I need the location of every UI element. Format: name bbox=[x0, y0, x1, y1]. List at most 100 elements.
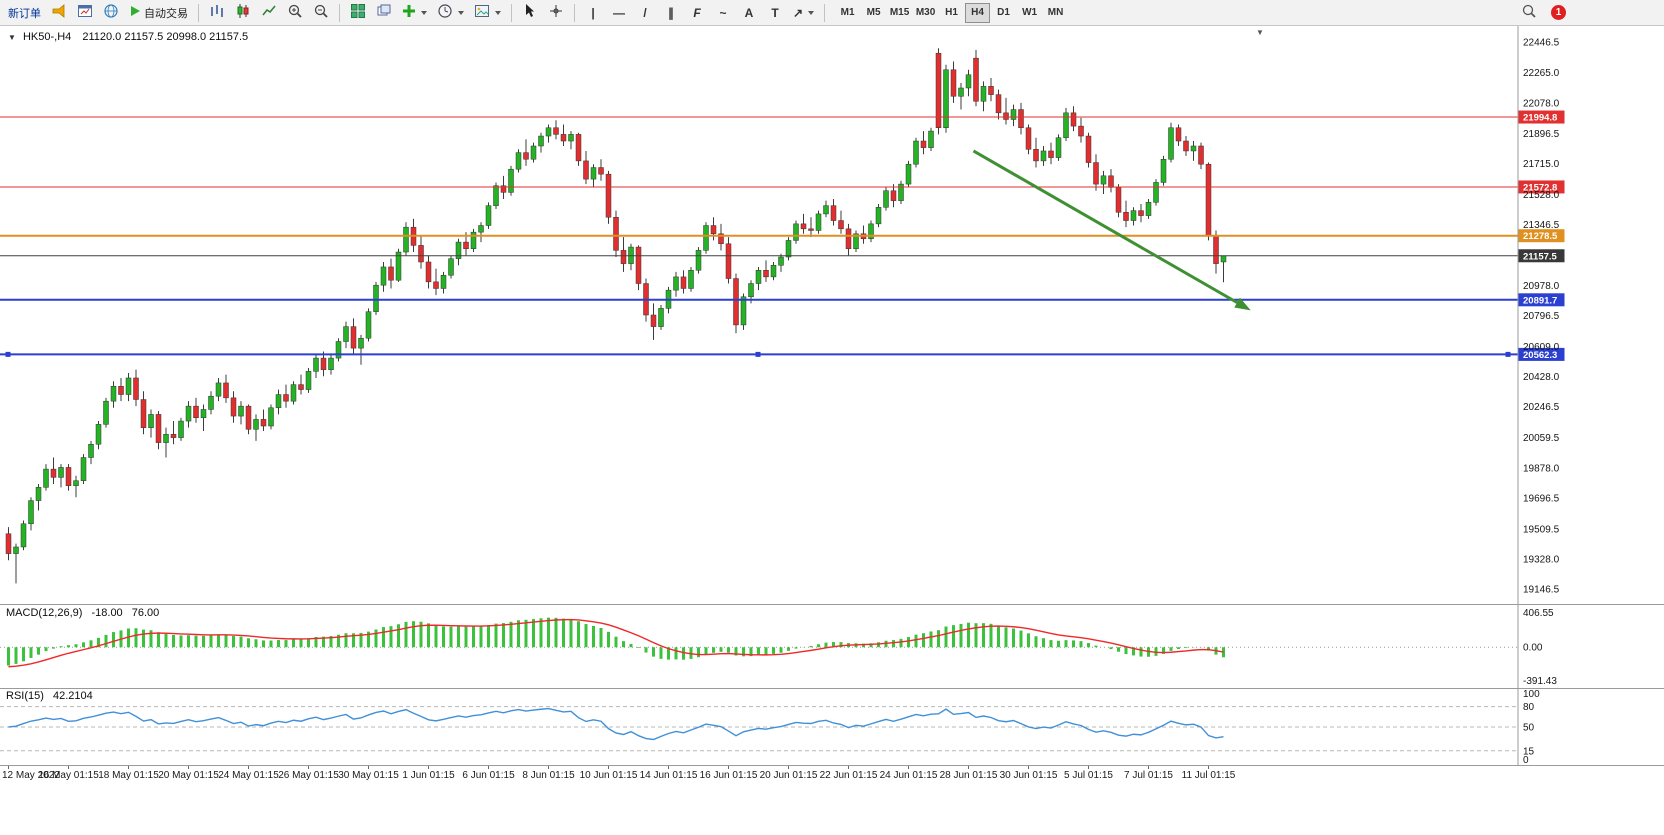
candle-body bbox=[838, 220, 844, 230]
candle-body bbox=[1033, 149, 1039, 162]
candle-body bbox=[140, 399, 147, 428]
x-axis-label: 6 Jun 01:15 bbox=[462, 770, 515, 781]
timeframe-h4[interactable]: H4 bbox=[965, 2, 991, 23]
bar-chart-button[interactable] bbox=[205, 2, 229, 24]
bar-chart-icon bbox=[209, 3, 225, 22]
timeframe-d1[interactable]: D1 bbox=[991, 3, 1016, 23]
cursor-button[interactable] bbox=[518, 2, 542, 24]
globe-icon bbox=[103, 3, 119, 22]
arrows-icon: ↗ bbox=[793, 5, 804, 20]
crosshair-button[interactable] bbox=[544, 2, 568, 24]
hline-handle[interactable] bbox=[5, 351, 11, 357]
candle-body bbox=[110, 386, 117, 402]
candle-body bbox=[1168, 127, 1174, 160]
text-label-button[interactable]: T bbox=[763, 2, 787, 24]
community-button[interactable] bbox=[99, 2, 123, 24]
data-window-button[interactable] bbox=[372, 2, 396, 24]
trend-arrow[interactable] bbox=[972, 149, 1248, 310]
candle-body bbox=[508, 168, 514, 193]
candle-body bbox=[88, 443, 94, 458]
zoom-out-button[interactable] bbox=[309, 2, 333, 24]
megaphone-button[interactable] bbox=[47, 2, 71, 24]
zoom-in-button[interactable] bbox=[283, 2, 307, 24]
vertical-line-button[interactable]: | bbox=[581, 2, 605, 24]
timeframe-mn[interactable]: MN bbox=[1043, 3, 1068, 23]
arrows-button[interactable]: ↗ bbox=[789, 2, 818, 24]
price-tag bbox=[1518, 249, 1565, 263]
search-button[interactable] bbox=[1517, 2, 1541, 24]
candle-body bbox=[485, 205, 492, 226]
candle-body bbox=[125, 377, 132, 395]
candle-body bbox=[223, 382, 229, 399]
candle-body bbox=[673, 276, 679, 291]
timeframe-m5[interactable]: M5 bbox=[861, 3, 886, 23]
text-icon: A bbox=[744, 5, 754, 20]
new-order-button[interactable]: 新订单 bbox=[4, 2, 45, 24]
candle-body bbox=[1190, 145, 1197, 152]
candle-body bbox=[523, 152, 529, 160]
line-chart-button[interactable] bbox=[257, 2, 281, 24]
elliott-wave-button[interactable]: ~ bbox=[711, 2, 735, 24]
hline-handle[interactable] bbox=[1505, 351, 1511, 357]
macd-name: MACD(12,26,9) bbox=[6, 607, 83, 619]
candle-body bbox=[275, 394, 282, 409]
chart-window-button[interactable] bbox=[73, 2, 97, 24]
rsi-name: RSI(15) bbox=[6, 690, 44, 702]
candle-body bbox=[695, 250, 702, 271]
candle-body bbox=[1070, 112, 1077, 127]
tile-windows-button[interactable] bbox=[346, 2, 370, 24]
equidistant-channel-icon: ∥ bbox=[668, 5, 674, 20]
candle-body bbox=[43, 468, 49, 488]
template-button[interactable] bbox=[470, 2, 505, 24]
timeframe-m1[interactable]: M1 bbox=[835, 3, 860, 23]
oneclick-toggle-icon[interactable]: ▼ bbox=[8, 33, 16, 42]
hline-handle[interactable] bbox=[755, 351, 761, 357]
x-axis-label: 20 May 01:15 bbox=[158, 770, 219, 781]
y-axis-tick: 21346.5 bbox=[1523, 220, 1560, 231]
rsi-label: RSI(15) 42.2104 bbox=[6, 690, 93, 702]
candle-body bbox=[380, 266, 387, 286]
new-order-label: 新订单 bbox=[8, 7, 41, 20]
ohlc-values: 21120.0 21157.5 20998.0 21157.5 bbox=[82, 31, 249, 43]
candlestick-chart-button[interactable] bbox=[231, 2, 255, 24]
chart-shift-icon[interactable]: ▼ bbox=[1256, 28, 1264, 37]
horizontal-line-button[interactable]: — bbox=[607, 2, 631, 24]
x-axis-label: 18 May 01:15 bbox=[98, 770, 159, 781]
price-tag-label: 21994.8 bbox=[1523, 113, 1557, 124]
price-tag-label: 21572.8 bbox=[1523, 182, 1557, 193]
candle-body bbox=[1018, 109, 1024, 129]
draw-tools-group: | — / ∥ F ~ A T ↗ bbox=[581, 2, 818, 24]
x-axis-label: 16 May 01:15 bbox=[38, 770, 99, 781]
candle-body bbox=[193, 405, 199, 418]
elliott-wave-icon: ~ bbox=[719, 5, 727, 20]
fibonacci-button[interactable]: F bbox=[685, 2, 709, 24]
y-axis-tick: 19878.0 bbox=[1523, 463, 1560, 474]
candles bbox=[5, 48, 1227, 584]
rsi-axis-tick: 100 bbox=[1523, 689, 1540, 700]
auto-trading-button[interactable]: 自动交易 bbox=[125, 2, 192, 24]
timeframe-m15[interactable]: M15 bbox=[887, 3, 912, 23]
candle-body bbox=[650, 314, 657, 327]
candle-body bbox=[778, 256, 784, 266]
candle-body bbox=[283, 394, 289, 402]
candle-body bbox=[343, 326, 349, 342]
notification-badge[interactable]: 1 bbox=[1551, 5, 1566, 20]
timeframe-h1[interactable]: H1 bbox=[939, 3, 964, 23]
candle-body bbox=[313, 357, 319, 372]
trendline-button[interactable]: / bbox=[633, 2, 657, 24]
clock-icon bbox=[437, 3, 453, 22]
candle-body bbox=[163, 434, 169, 443]
search-icon bbox=[1521, 3, 1537, 22]
candle-body bbox=[590, 167, 597, 180]
timeframe-w1[interactable]: W1 bbox=[1017, 3, 1042, 23]
equidistant-channel-button[interactable]: ∥ bbox=[659, 2, 683, 24]
add-indicator-button[interactable] bbox=[398, 2, 431, 24]
text-button[interactable]: A bbox=[737, 2, 761, 24]
timeframe-m30[interactable]: M30 bbox=[913, 3, 938, 23]
x-axis-label: 8 Jun 01:15 bbox=[522, 770, 575, 781]
candle-body bbox=[170, 434, 177, 438]
period-button[interactable] bbox=[433, 2, 468, 24]
candle-body bbox=[605, 173, 612, 218]
candle-body bbox=[133, 377, 139, 400]
